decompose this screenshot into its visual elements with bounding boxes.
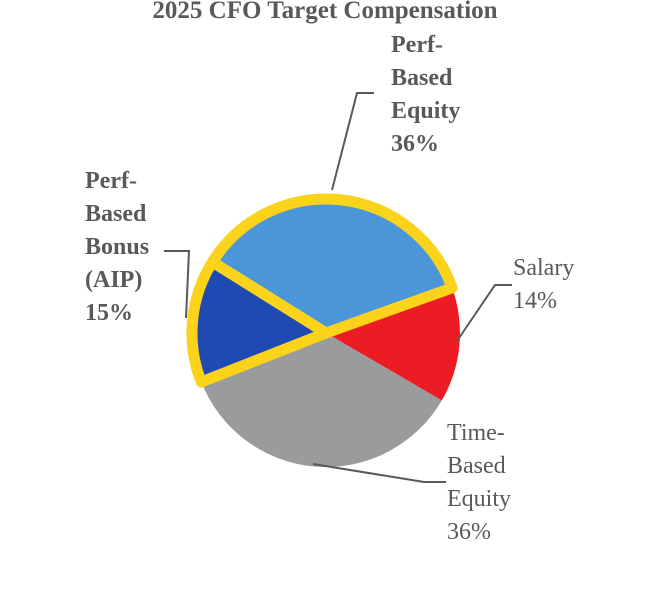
chart-title: 2025 CFO Target Compensation: [152, 0, 498, 24]
callout-salary: Salary 14%: [513, 255, 575, 314]
leader-perf-based-bonus: [164, 250, 191, 319]
callout-perf-based-bonus: Perf- Based Bonus (AIP) 15%: [85, 168, 150, 326]
leader-time-based-equity: [312, 463, 446, 483]
pie-slice-perf-based-bonus-aip: [186, 256, 332, 388]
callout-time-based-equity: Time- Based Equity 36%: [447, 420, 511, 545]
pie-slice-salary: [326, 287, 460, 401]
leader-salary: [456, 284, 512, 342]
pie-slice-time-based-equity: [201, 333, 442, 468]
callout-perf-based-equity: Perf- Based Equity 36%: [391, 32, 461, 157]
pie-slice-perf-based-equity: [206, 193, 458, 339]
leader-perf-based-equity: [331, 92, 374, 191]
